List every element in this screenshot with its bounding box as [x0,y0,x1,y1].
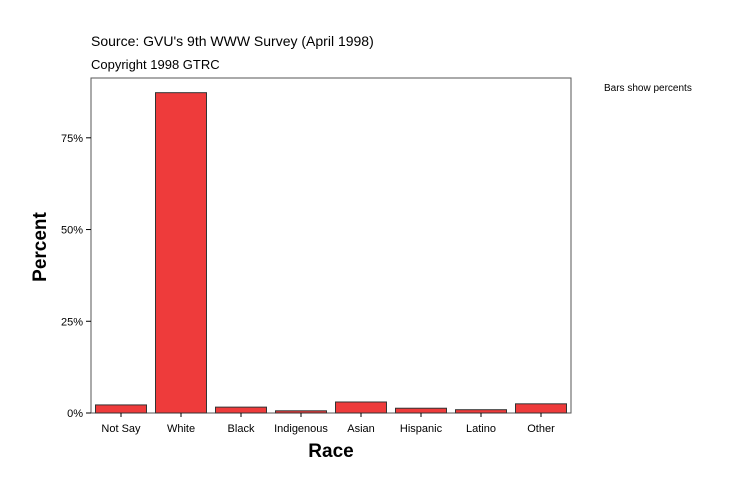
x-tick-label: Not Say [101,423,141,435]
legend-note: Bars show percents [604,83,692,94]
bar [215,406,267,414]
x-tick-label: Indigenous [274,423,328,435]
x-tick-label: Latino [466,423,496,435]
y-tick-label: 0% [67,408,83,420]
x-tick-label: Other [527,423,555,435]
bar [155,92,207,414]
bar [95,404,147,414]
bar [515,403,567,414]
x-axis: Not Say White Black Indigenous Asian Hispanic… [101,413,555,435]
x-tick-label: White [167,423,195,435]
y-axis: 0% 25% 50% 75% [61,133,91,420]
x-axis-label: Race [308,441,353,462]
bar [335,401,387,414]
y-tick-label: 25% [61,316,83,328]
bar [455,409,507,414]
x-tick-label: Asian [347,423,375,435]
y-tick-label: 50% [61,225,83,237]
bars-group [95,92,567,414]
y-tick-label: 75% [61,133,83,145]
y-axis-label: Percent [30,211,51,281]
x-tick-label: Hispanic [400,423,443,435]
bar [395,407,447,414]
x-tick-label: Black [228,423,255,435]
chart-copyright: Copyright 1998 GTRC [91,57,220,72]
chart-source: Source: GVU's 9th WWW Survey (April 1998… [91,33,374,49]
bar [275,410,327,414]
